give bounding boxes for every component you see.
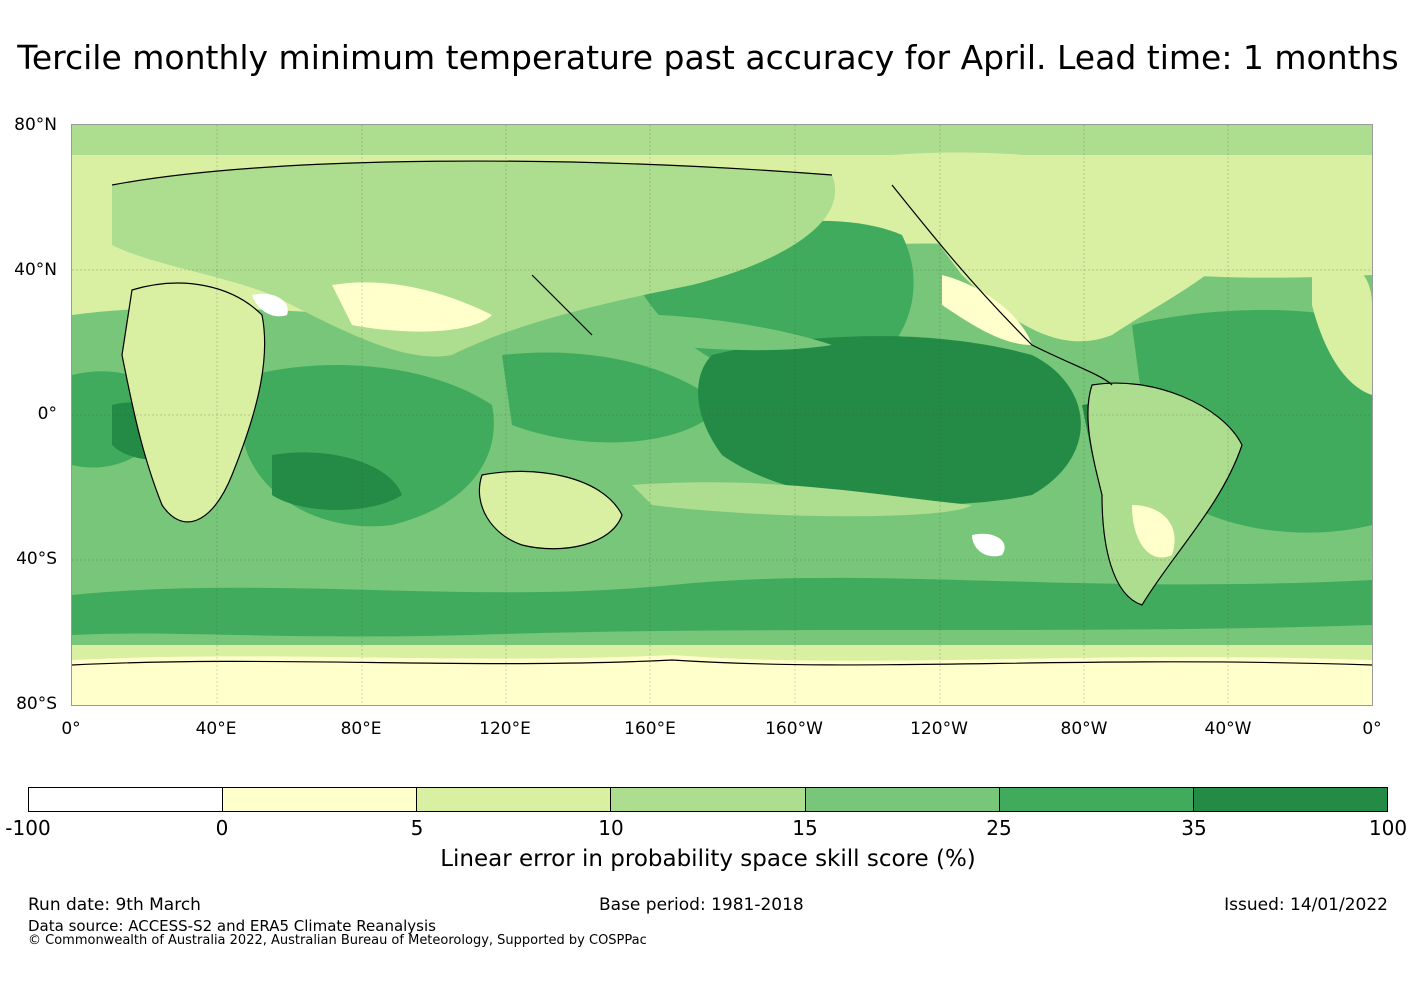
colorbar-segment: [1193, 788, 1387, 811]
antarctica-region: [72, 655, 1372, 705]
colorbar: [28, 787, 1388, 812]
lon-label-40w: 40°W: [1204, 719, 1252, 739]
lon-label-120e: 120°E: [479, 719, 531, 739]
colorbar-tick: 100: [1368, 816, 1408, 840]
colorbar-tick: 10: [598, 816, 624, 840]
lon-label-0-west: 0°: [61, 719, 81, 739]
eurasia-region: [112, 161, 836, 357]
lon-label-40e: 40°E: [195, 719, 237, 739]
lon-label-120w: 120°W: [910, 719, 968, 739]
lat-label-80s: 80°S: [16, 694, 57, 714]
africa-region: [122, 283, 265, 522]
skill-map: [71, 124, 1373, 706]
lon-label-160w: 160°W: [765, 719, 823, 739]
colorbar-tick: 15: [792, 816, 818, 840]
map-title: Tercile monthly minimum temperature past…: [17, 38, 1399, 77]
colorbar-segment: [29, 788, 224, 811]
lat-label-40n: 40°N: [14, 260, 57, 280]
south-america-region: [1087, 383, 1242, 605]
base-period: Base period: 1981-2018: [599, 895, 804, 915]
issued-date: Issued: 14/01/2022: [1224, 895, 1388, 915]
lon-label-80e: 80°E: [340, 719, 382, 739]
lon-label-80w: 80°W: [1060, 719, 1108, 739]
colorbar-segment: [417, 788, 612, 811]
colorbar-segment: [611, 788, 806, 811]
north-america-region: [892, 152, 1252, 342]
colorbar-label: Linear error in probability space skill …: [440, 846, 976, 872]
colorbar-tick: 0: [215, 816, 229, 840]
run-date: Run date: 9th March: [28, 895, 201, 915]
colorbar-tick: 5: [410, 816, 424, 840]
australia-region: [479, 471, 622, 549]
colorbar-tick: 35: [1181, 816, 1207, 840]
colorbar-tick: -100: [5, 816, 51, 840]
lat-label-40s: 40°S: [16, 549, 57, 569]
data-source: Data source: ACCESS-S2 and ERA5 Climate …: [28, 917, 436, 935]
lon-label-160e: 160°E: [624, 719, 676, 739]
colorbar-tick: 25: [986, 816, 1012, 840]
colorbar-segment: [223, 788, 418, 811]
colorbar-segment: [805, 788, 1000, 811]
skill-map-canvas: [72, 125, 1372, 705]
lon-label-0-east: 0°: [1362, 719, 1382, 739]
lat-label-0: 0°: [37, 404, 57, 424]
colorbar-segment: [999, 788, 1194, 811]
lat-label-80n: 80°N: [14, 115, 57, 135]
copyright-notice: © Commonwealth of Australia 2022, Austra…: [28, 933, 647, 948]
